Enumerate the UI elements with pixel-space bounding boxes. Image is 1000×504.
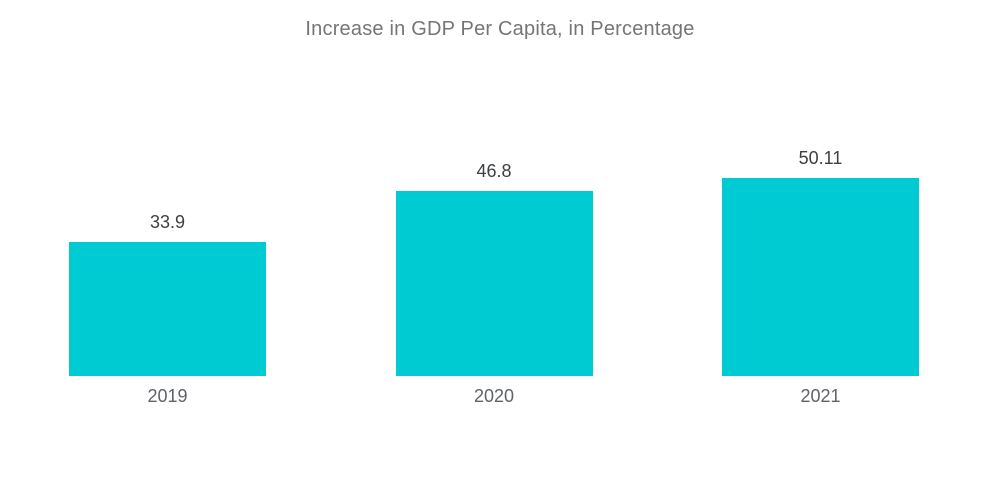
bar-value-label: 50.11: [798, 148, 843, 169]
bar-value-label: 46.8: [476, 161, 512, 182]
plot-area: 33.9 2019 46.8 2020 50.11 2021: [69, 148, 919, 406]
bar-value-label: 33.9: [149, 212, 186, 233]
bar-2020: [395, 191, 593, 376]
bar-category-label: 2021: [800, 386, 841, 407]
bar-2021: [722, 178, 919, 376]
bar-group-2020: 46.8 2020: [395, 161, 593, 406]
bar-category-label: 2020: [473, 386, 515, 407]
bar-category-label: 2019: [147, 386, 188, 407]
bar-2019: [69, 242, 266, 376]
bar-group-2021: 50.11 2021: [722, 148, 919, 406]
bar-group-2019: 33.9 2019: [69, 212, 266, 406]
chart-title: Increase in GDP Per Capita, in Percentag…: [305, 18, 695, 40]
